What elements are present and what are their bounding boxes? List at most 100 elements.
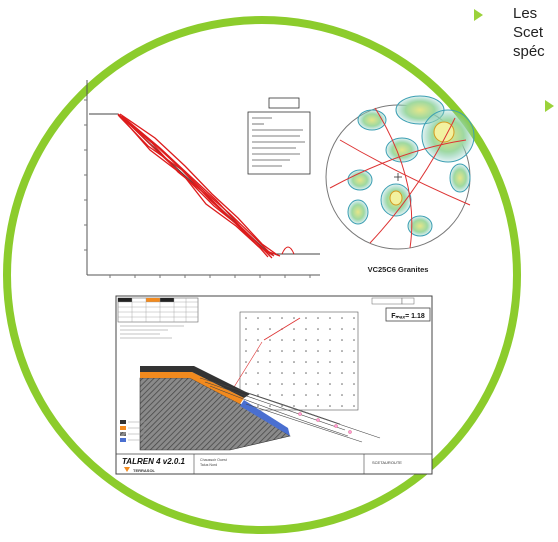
grid-center-point	[353, 350, 355, 352]
grid-center-point	[305, 405, 307, 407]
talren-report-sheet: Fₘₐₓ= 1.18	[115, 295, 433, 475]
grid-center-point	[329, 372, 331, 374]
grid-center-point	[293, 350, 295, 352]
grid-center-point	[269, 350, 271, 352]
grid-center-point	[353, 339, 355, 341]
grid-center-point	[257, 394, 259, 396]
grid-center-point	[341, 339, 343, 341]
grid-center-point	[353, 394, 355, 396]
grid-center-point	[257, 372, 259, 374]
project-line-1: Chaussoir Ouest	[200, 458, 227, 462]
grid-center-point	[281, 350, 283, 352]
terrasol-brand: TERRASOL	[133, 468, 156, 473]
grid-center-point	[293, 317, 295, 319]
grid-center-point	[293, 328, 295, 330]
grid-center-point	[305, 394, 307, 396]
grid-center-point	[353, 405, 355, 407]
grid-center-point	[353, 317, 355, 319]
grid-center-point	[317, 383, 319, 385]
grid-center-point	[341, 383, 343, 385]
grid-center-point	[305, 317, 307, 319]
grid-center-point	[329, 317, 331, 319]
grid-center-point	[317, 328, 319, 330]
grid-center-point	[257, 383, 259, 385]
bullet-line-2: Scet	[513, 24, 544, 41]
grid-center-point	[269, 361, 271, 363]
grid-center-point	[353, 361, 355, 363]
grid-center-point	[353, 328, 355, 330]
stereonet-plot: VC25C6 Granites	[325, 95, 475, 274]
grid-center-point	[245, 350, 247, 352]
bullet-arrow-icon	[474, 9, 483, 21]
grid-center-point	[305, 350, 307, 352]
grid-center-point	[257, 361, 259, 363]
grid-center-point	[281, 317, 283, 319]
grid-center-point	[245, 339, 247, 341]
terrasol-logo-icon	[124, 467, 130, 472]
slope-profile-plot	[84, 80, 320, 278]
grid-center-point	[269, 317, 271, 319]
project-line-2: Talus Nord	[200, 463, 217, 467]
grid-center-point	[341, 317, 343, 319]
sub-bullet-arrow-icon	[545, 100, 554, 112]
grid-center-point	[269, 328, 271, 330]
grid-center-point	[281, 405, 283, 407]
grid-center-point	[269, 405, 271, 407]
grid-center-point	[305, 328, 307, 330]
grid-center-point	[353, 372, 355, 374]
grid-center-point	[341, 394, 343, 396]
grid-center-point	[341, 405, 343, 407]
grid-center-point	[329, 361, 331, 363]
grid-center-point	[329, 328, 331, 330]
grid-center-point	[245, 361, 247, 363]
blue-reinforcement	[240, 400, 290, 436]
grid-center-point	[305, 339, 307, 341]
factor-of-safety: Fₘₐₓ= 1.18	[391, 313, 425, 320]
grid-center-point	[317, 394, 319, 396]
grid-center-point	[317, 405, 319, 407]
grid-center-point	[317, 361, 319, 363]
grid-center-point	[293, 339, 295, 341]
grid-center-point	[245, 383, 247, 385]
grid-center-point	[329, 405, 331, 407]
grid-center-point	[293, 361, 295, 363]
soil-table	[117, 297, 199, 339]
grid-center-point	[305, 383, 307, 385]
grid-center-point	[245, 328, 247, 330]
talren-logo: TALREN 4 v2.0.1	[122, 457, 186, 466]
client-name: SCETAUROUTE	[372, 460, 402, 465]
grid-center-point	[329, 339, 331, 341]
grid-center-point	[269, 394, 271, 396]
grid-center-point	[269, 383, 271, 385]
grid-center-point	[317, 339, 319, 341]
grid-center-point	[329, 350, 331, 352]
grid-center-point	[341, 328, 343, 330]
grid-center-point	[293, 405, 295, 407]
grid-center-point	[269, 339, 271, 341]
grid-center-point	[341, 372, 343, 374]
grid-center-point	[281, 383, 283, 385]
grid-center-point	[281, 372, 283, 374]
grid-center-point	[305, 361, 307, 363]
grid-center-point	[329, 383, 331, 385]
grid-center-point	[305, 372, 307, 374]
grid-center-point	[317, 372, 319, 374]
grid-center-point	[341, 350, 343, 352]
grid-center-point	[257, 328, 259, 330]
grid-center-point	[269, 372, 271, 374]
grid-center-point	[257, 350, 259, 352]
grid-center-point	[245, 372, 247, 374]
bullet-text: Les Scet spéc	[513, 4, 545, 61]
stereonet-caption: VC25C6 Granites	[368, 265, 429, 274]
grid-center-point	[281, 394, 283, 396]
grid-center-point	[281, 339, 283, 341]
grid-center-point	[353, 383, 355, 385]
grid-center-point	[317, 350, 319, 352]
grid-center-point	[293, 394, 295, 396]
layer-legend	[120, 420, 146, 442]
grid-center-point	[293, 372, 295, 374]
grid-center-point	[281, 361, 283, 363]
grid-center-point	[317, 317, 319, 319]
grid-center-point	[341, 361, 343, 363]
